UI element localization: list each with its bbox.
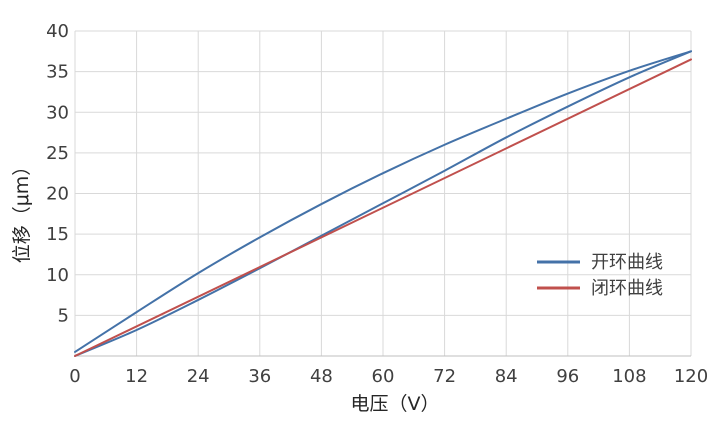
y-tick-label: 10 bbox=[46, 265, 69, 286]
series-line-1-falling bbox=[74, 50, 692, 357]
y-axis-title: 位移（μm） bbox=[11, 157, 33, 264]
x-tick-label: 60 bbox=[372, 366, 395, 387]
x-tick-label: 48 bbox=[310, 366, 333, 387]
x-tick-label: 120 bbox=[674, 366, 708, 387]
x-tick-label: 36 bbox=[248, 366, 271, 387]
y-tick-label: 25 bbox=[46, 143, 69, 164]
y-tick-label: 40 bbox=[46, 21, 69, 42]
x-axis-title: 电压（V） bbox=[351, 393, 440, 415]
y-tick-label: 20 bbox=[46, 184, 69, 205]
y-tick-labels: 5 10 15 20 25 30 35 40 bbox=[46, 21, 69, 326]
y-tick-label: 5 bbox=[58, 305, 69, 326]
legend-label-1: 开环曲线 bbox=[591, 252, 663, 273]
x-tick-label: 0 bbox=[69, 366, 80, 387]
series-lines bbox=[74, 50, 692, 357]
legend-label-2: 闭环曲线 bbox=[591, 278, 663, 299]
x-tick-label: 72 bbox=[433, 366, 456, 387]
x-tick-labels: 0 12 24 36 48 60 72 84 96 108 120 bbox=[69, 366, 708, 387]
y-tick-label: 30 bbox=[46, 102, 69, 123]
y-tick-label: 15 bbox=[46, 224, 69, 245]
x-tick-label: 12 bbox=[125, 366, 148, 387]
x-tick-label: 96 bbox=[556, 366, 579, 387]
series-line-2-linear bbox=[74, 58, 692, 357]
x-tick-label: 108 bbox=[612, 366, 646, 387]
y-tick-label: 35 bbox=[46, 62, 69, 83]
series-line-1-rising bbox=[74, 50, 692, 353]
x-tick-label: 24 bbox=[187, 366, 210, 387]
x-tick-label: 84 bbox=[495, 366, 518, 387]
gridlines bbox=[74, 30, 692, 357]
